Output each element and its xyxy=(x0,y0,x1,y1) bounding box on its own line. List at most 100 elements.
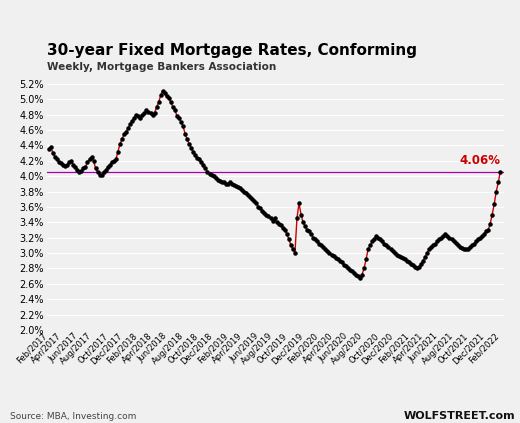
Point xyxy=(207,171,216,178)
Point xyxy=(250,198,258,204)
Point xyxy=(467,242,476,249)
Point xyxy=(275,220,283,227)
Point xyxy=(145,108,153,115)
Text: Source: MBA, Investing.com: Source: MBA, Investing.com xyxy=(10,412,137,421)
Point xyxy=(63,161,71,168)
Point xyxy=(96,171,104,178)
Point xyxy=(83,159,92,166)
Point xyxy=(301,223,309,230)
Text: 30-year Fixed Mortgage Rates, Conforming: 30-year Fixed Mortgage Rates, Conforming xyxy=(47,43,417,58)
Point xyxy=(181,130,189,137)
Point xyxy=(352,271,360,278)
Point xyxy=(496,168,504,175)
Point xyxy=(85,156,94,162)
Point xyxy=(291,250,299,256)
Point xyxy=(246,193,254,200)
Point xyxy=(386,246,395,253)
Point xyxy=(307,231,315,237)
Point xyxy=(299,219,307,225)
Point xyxy=(71,164,80,170)
Point xyxy=(77,168,85,174)
Point xyxy=(258,207,267,214)
Point xyxy=(73,167,82,173)
Point xyxy=(148,111,157,118)
Point xyxy=(344,265,352,272)
Point xyxy=(350,269,358,276)
Point xyxy=(189,148,198,155)
Point xyxy=(295,200,303,206)
Point xyxy=(175,115,183,122)
Point xyxy=(458,245,466,252)
Point xyxy=(284,236,293,242)
Point xyxy=(87,154,96,160)
Point xyxy=(445,234,453,241)
Point xyxy=(120,130,128,137)
Point xyxy=(199,162,207,169)
Point xyxy=(358,271,366,278)
Point xyxy=(297,211,305,218)
Point xyxy=(254,203,263,210)
Point xyxy=(374,234,383,241)
Point xyxy=(266,215,275,222)
Point xyxy=(51,154,59,160)
Point xyxy=(222,181,230,187)
Point xyxy=(370,236,379,242)
Point xyxy=(100,169,108,176)
Point xyxy=(395,253,403,259)
Point xyxy=(124,125,132,132)
Point xyxy=(55,159,63,166)
Point xyxy=(157,92,165,99)
Point xyxy=(226,179,234,186)
Point xyxy=(311,236,319,242)
Point xyxy=(256,205,265,212)
Point xyxy=(122,128,131,135)
Point xyxy=(128,117,136,124)
Point xyxy=(81,164,89,170)
Point xyxy=(415,264,423,270)
Point xyxy=(92,165,100,172)
Point xyxy=(319,244,328,250)
Point xyxy=(161,90,169,96)
Point xyxy=(398,254,407,261)
Point xyxy=(260,210,268,217)
Point xyxy=(47,143,55,150)
Point xyxy=(366,242,374,249)
Point xyxy=(382,242,391,249)
Point xyxy=(360,265,368,272)
Point xyxy=(183,136,191,143)
Point xyxy=(380,240,388,247)
Text: WOLFSTREET.com: WOLFSTREET.com xyxy=(403,411,515,421)
Point xyxy=(333,256,342,263)
Point xyxy=(89,157,98,164)
Point xyxy=(315,240,323,247)
Point xyxy=(195,156,203,162)
Point xyxy=(230,182,238,189)
Point xyxy=(57,159,65,166)
Point xyxy=(197,159,205,166)
Point xyxy=(262,211,270,218)
Point xyxy=(305,228,314,235)
Point xyxy=(210,173,218,179)
Point xyxy=(464,246,472,253)
Point xyxy=(185,140,193,147)
Point xyxy=(214,176,222,183)
Point xyxy=(224,181,232,187)
Point xyxy=(130,114,138,121)
Point xyxy=(431,240,439,247)
Point xyxy=(49,150,57,157)
Point xyxy=(79,165,87,172)
Point xyxy=(342,263,350,269)
Point xyxy=(472,238,480,245)
Point xyxy=(171,107,179,113)
Point xyxy=(279,224,287,231)
Point xyxy=(449,238,458,245)
Point xyxy=(146,110,154,116)
Point xyxy=(268,217,277,224)
Point xyxy=(103,164,112,170)
Point xyxy=(348,268,356,275)
Point xyxy=(132,111,140,118)
Point xyxy=(313,238,321,245)
Point xyxy=(45,146,53,153)
Point xyxy=(309,234,317,241)
Point xyxy=(177,119,185,126)
